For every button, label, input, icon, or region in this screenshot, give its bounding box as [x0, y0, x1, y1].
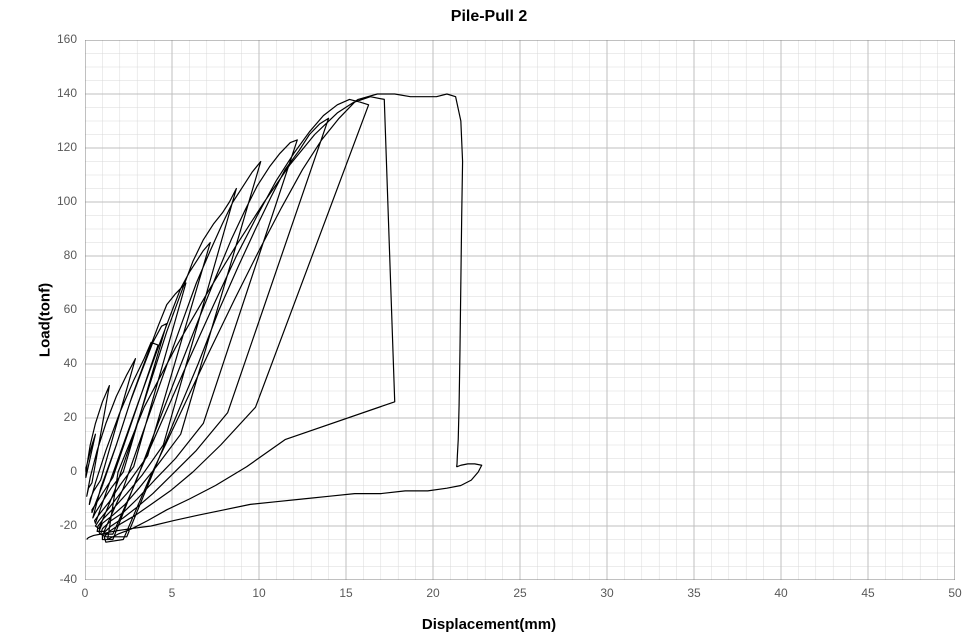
y-tick-label: -20 [37, 518, 77, 532]
x-tick-label: 50 [940, 586, 970, 600]
x-tick-label: 45 [853, 586, 883, 600]
y-axis-label: Load(tonf) [37, 282, 54, 356]
x-tick-label: 15 [331, 586, 361, 600]
y-tick-label: 0 [37, 464, 77, 478]
x-tick-label: 0 [70, 586, 100, 600]
x-tick-label: 10 [244, 586, 274, 600]
y-tick-label: 20 [37, 410, 77, 424]
y-tick-label: 100 [37, 194, 77, 208]
x-tick-label: 5 [157, 586, 187, 600]
x-tick-label: 30 [592, 586, 622, 600]
y-tick-label: 40 [37, 356, 77, 370]
y-tick-label: 120 [37, 140, 77, 154]
y-tick-label: 60 [37, 302, 77, 316]
chart-container: Pile-Pull 2 Load(tonf) Displacement(mm) … [0, 0, 978, 639]
x-tick-label: 25 [505, 586, 535, 600]
y-tick-label: 140 [37, 86, 77, 100]
y-tick-label: 160 [37, 32, 77, 46]
y-tick-label: -40 [37, 572, 77, 586]
chart-title: Pile-Pull 2 [0, 8, 978, 26]
x-axis-label: Displacement(mm) [0, 616, 978, 633]
x-tick-label: 40 [766, 586, 796, 600]
x-tick-label: 20 [418, 586, 448, 600]
x-tick-label: 35 [679, 586, 709, 600]
plot-area [85, 40, 955, 580]
y-tick-label: 80 [37, 248, 77, 262]
